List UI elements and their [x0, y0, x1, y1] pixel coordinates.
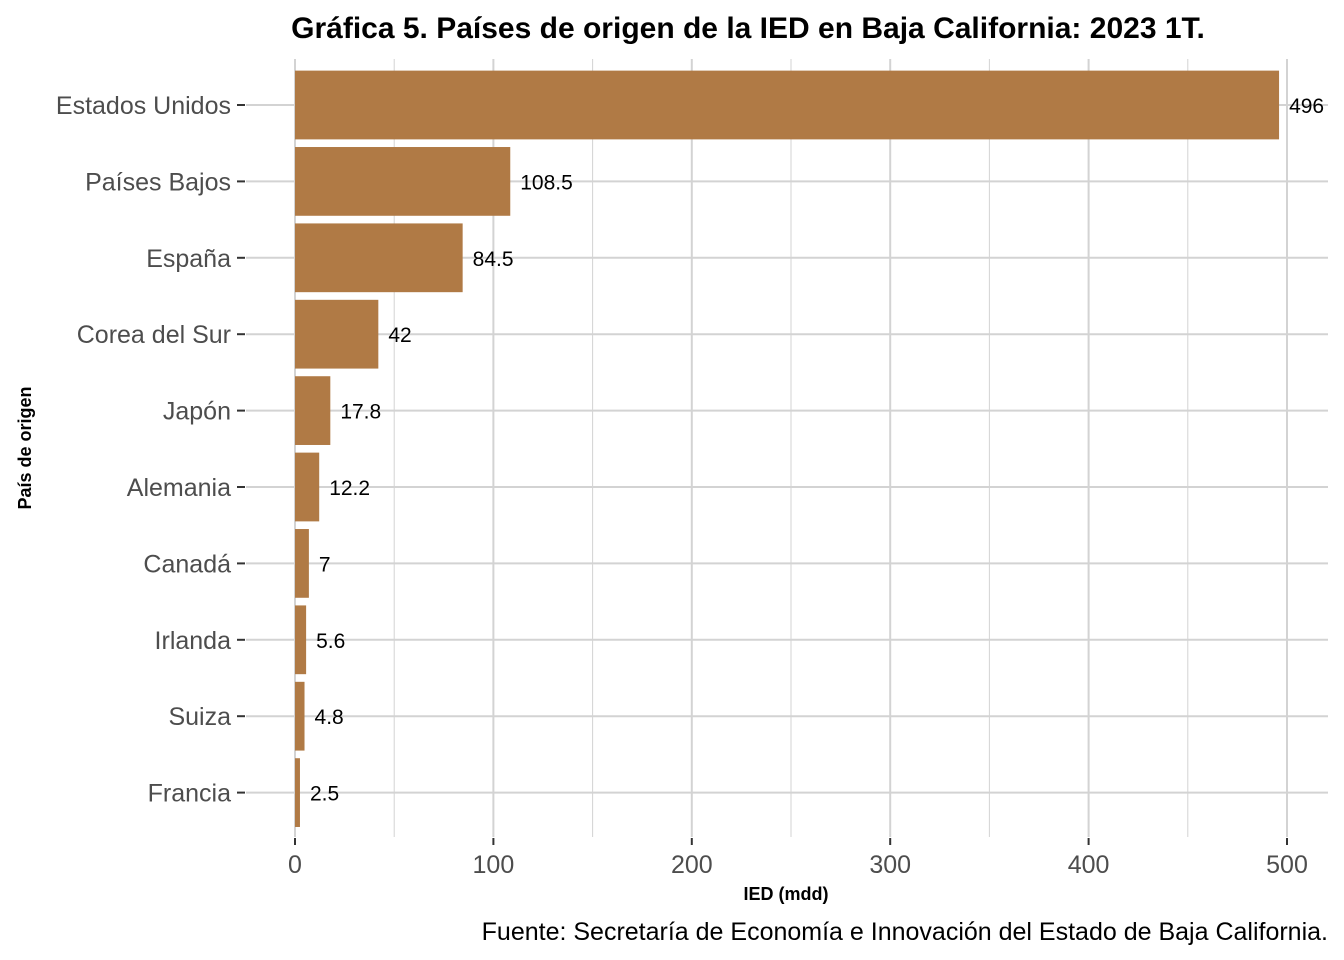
y-tick-label: España: [146, 245, 231, 273]
x-tick-label: 400: [1068, 851, 1110, 879]
bar: [295, 758, 300, 827]
x-tick-label: 100: [473, 851, 515, 879]
y-tick-label: Japón: [163, 398, 231, 426]
bar: [295, 681, 305, 751]
x-tick-label: 200: [671, 851, 713, 879]
y-tick-label: Irlanda: [155, 627, 232, 655]
data-label: 4.8: [315, 706, 344, 729]
bar: [295, 452, 320, 522]
bar: [295, 223, 463, 293]
bar: [295, 376, 331, 445]
x-axis-label: IED (mdd): [744, 884, 829, 904]
bar: [295, 299, 379, 369]
bar: [295, 605, 307, 675]
data-label: 7: [319, 553, 331, 576]
y-tick-label: Países Bajos: [85, 168, 231, 196]
caption: Fuente: Secretaría de Economía e Innovac…: [482, 918, 1328, 946]
data-label: 17.8: [340, 401, 381, 424]
data-label: 5.6: [316, 630, 345, 653]
y-tick-label: Alemania: [127, 474, 231, 502]
bar: [295, 147, 511, 216]
chart-title: Gráfica 5. Países de origen de la IED en…: [291, 12, 1205, 45]
bar: [295, 529, 309, 598]
data-label: 42: [388, 324, 411, 347]
axes: 0 100 200 300 400 500 Estados Unidos Países Baj…: [56, 92, 1308, 879]
bar: [295, 70, 1280, 140]
data-label: 108.5: [520, 171, 573, 194]
x-tick-label: 0: [288, 851, 302, 879]
y-tick-label: Suiza: [168, 703, 231, 731]
data-label: 496: [1289, 95, 1324, 118]
y-tick-label: Corea del Sur: [77, 321, 231, 349]
data-label: 12.2: [329, 477, 370, 500]
y-axis-label: País de origen: [15, 386, 35, 509]
y-tick-label: Estados Unidos: [56, 92, 231, 120]
bars: 496 108.5 84.5 42 17.8 12.2 7 5.6 4.8 2.5: [295, 70, 1324, 827]
x-tick-label: 300: [869, 851, 911, 879]
y-tick-label: Francia: [148, 780, 231, 808]
data-label: 84.5: [473, 248, 514, 271]
x-tick-label: 500: [1266, 851, 1308, 879]
data-label: 2.5: [310, 783, 339, 806]
y-tick-label: Canadá: [143, 550, 231, 578]
